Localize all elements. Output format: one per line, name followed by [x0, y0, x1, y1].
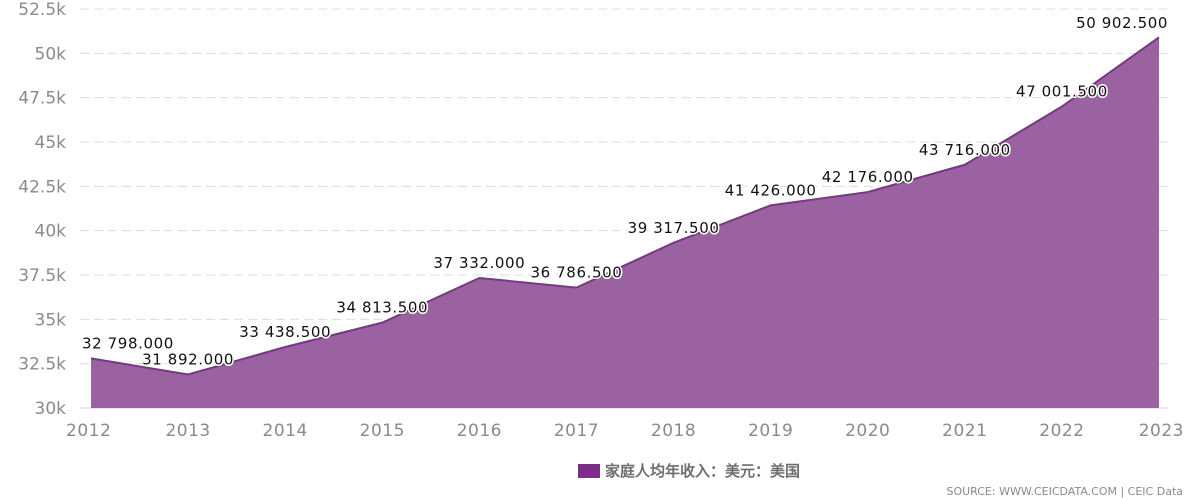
x-tick-label: 2018 [651, 421, 696, 441]
x-tick-label: 2012 [66, 421, 111, 441]
data-label: 37 332.000 [433, 254, 525, 272]
y-tick-label: 45k [35, 133, 67, 153]
y-tick-label: 50k [35, 44, 67, 64]
area-series [90, 36, 1160, 408]
legend-label: 家庭人均年收入：美元：美国 [605, 462, 801, 480]
y-tick-label: 37.5k [18, 266, 66, 286]
y-axis: 30k 32.5k 35k 37.5k 40k 42.5k 45k 47.5k 50k 52.5k [18, 0, 66, 419]
area-line [90, 36, 1160, 376]
y-tick-label: 47.5k [18, 89, 66, 109]
y-tick-label: 52.5k [18, 0, 66, 20]
data-label: 42 176.000 [822, 168, 914, 186]
x-tick-label: 2013 [165, 421, 210, 441]
data-label: 43 716.000 [919, 141, 1011, 159]
y-tick-label: 32.5k [18, 355, 66, 375]
area-fill [91, 37, 1159, 408]
y-tick-label: 35k [35, 310, 67, 330]
source-text: SOURCE: WWW.CEICDATA.COM | CEIC Data [946, 485, 1183, 498]
legend: 家庭人均年收入：美元：美国 [578, 460, 800, 481]
y-tick-label: 42.5k [18, 177, 66, 197]
x-tick-label: 2019 [748, 421, 793, 441]
data-label: 41 426.000 [725, 181, 817, 199]
x-tick-label: 2023 [1139, 421, 1184, 441]
x-axis: 2012 2013 2014 2015 2016 2017 2018 2019 2020 2021… [66, 421, 1184, 441]
data-label: 39 317.500 [628, 219, 720, 237]
y-tick-label: 30k [35, 399, 67, 419]
data-label: 31 892.000 [142, 350, 234, 368]
x-tick-label: 2014 [263, 421, 308, 441]
x-tick-label: 2017 [554, 421, 599, 441]
data-label: 33 438.500 [239, 323, 331, 341]
legend-swatch [578, 463, 600, 478]
x-tick-label: 2016 [457, 421, 502, 441]
data-label: 32 798.000 [82, 334, 174, 352]
data-label: 36 786.500 [531, 264, 623, 282]
x-tick-label: 2022 [1039, 421, 1084, 441]
x-tick-label: 2021 [942, 421, 987, 441]
x-tick-label: 2020 [845, 421, 890, 441]
data-label: 47 001.500 [1016, 83, 1108, 101]
data-label: 50 902.500 [1076, 14, 1168, 32]
data-label: 34 813.500 [336, 299, 428, 317]
y-tick-label: 40k [35, 222, 67, 242]
x-tick-label: 2015 [360, 421, 405, 441]
